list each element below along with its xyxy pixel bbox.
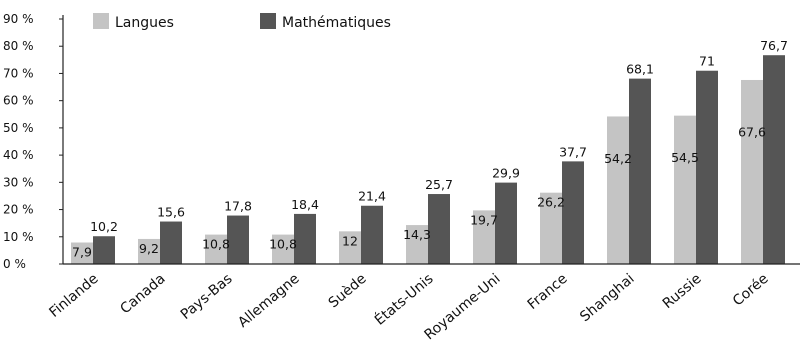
y-tick-label: 40 %: [3, 148, 34, 162]
bar-mathematiques: [562, 161, 584, 264]
value-label-langues: 12: [342, 233, 358, 248]
value-label-mathematiques: 10,2: [90, 219, 118, 234]
bar-langues: [339, 231, 361, 264]
value-label-mathematiques: 18,4: [291, 197, 319, 212]
value-label-langues: 10,8: [202, 237, 230, 252]
bar-langues: [607, 116, 629, 264]
bar-mathematiques: [227, 215, 249, 264]
y-tick-label: 10 %: [3, 230, 34, 244]
legend-swatch-mathematiques: [260, 13, 276, 29]
y-tick-label: 0 %: [3, 257, 26, 271]
legend-label-mathematiques: Mathématiques: [282, 15, 391, 31]
y-tick-label: 50 %: [3, 121, 34, 135]
legend-label-langues: Langues: [115, 15, 174, 31]
value-label-mathematiques: 17,8: [224, 199, 252, 214]
legend: Langues Mathématiques: [93, 13, 391, 31]
bar-langues: [540, 192, 562, 264]
bar-mathematiques: [763, 55, 785, 265]
bar-langues: [138, 238, 160, 264]
x-tick-label: Suède: [326, 271, 370, 311]
value-label-mathematiques: 68,1: [626, 62, 654, 77]
x-tick-label: Allemagne: [235, 271, 302, 331]
value-label-langues: 26,2: [537, 195, 565, 210]
bar-langues: [674, 115, 696, 264]
legend-swatch-langues: [93, 13, 109, 29]
x-tick-label: États-Unis: [371, 270, 436, 329]
x-tick-label: Shanghai: [577, 271, 637, 325]
bar-mathematiques: [361, 205, 383, 264]
bar-mathematiques: [160, 221, 182, 264]
value-label-langues: 7,9: [72, 244, 92, 259]
bar-langues: [205, 234, 227, 264]
y-tick-label: 80 %: [3, 39, 34, 53]
x-tick-label: France: [525, 271, 571, 313]
value-label-mathematiques: 71: [699, 54, 715, 69]
bar-mathematiques: [696, 70, 718, 264]
x-tick-label: Finlande: [46, 271, 101, 321]
bar-mathematiques: [93, 236, 115, 264]
value-label-mathematiques: 37,7: [559, 144, 587, 159]
bar-langues: [741, 79, 763, 264]
x-tick-label: Pays-Bas: [178, 271, 236, 323]
value-label-langues: 54,5: [671, 150, 699, 165]
y-tick-label: 20 %: [3, 203, 34, 217]
x-tick-label: Russie: [660, 271, 705, 312]
bar-mathematiques: [428, 194, 450, 264]
bar-langues: [406, 225, 428, 264]
bar-langues: [473, 210, 495, 264]
y-tick-label: 90 %: [3, 12, 34, 26]
value-label-langues: 67,6: [738, 125, 766, 140]
value-label-mathematiques: 76,7: [760, 38, 788, 53]
value-labels: 7,9 10,2 9,2 15,6 10,8 17,8 10,8 18,4 12 21,4 14,3…: [72, 38, 788, 259]
bar-langues: [71, 242, 93, 264]
x-axis: Finlande Canada Pays-Bas Allemagne Suède État…: [46, 263, 800, 343]
value-label-langues: 14,3: [403, 227, 431, 242]
value-label-mathematiques: 29,9: [492, 166, 520, 181]
value-label-mathematiques: 25,7: [425, 177, 453, 192]
value-label-mathematiques: 21,4: [358, 189, 386, 204]
bar-mathematiques: [495, 182, 517, 264]
value-label-langues: 10,8: [269, 237, 297, 252]
x-tick-label: Corée: [730, 271, 772, 310]
bar-mathematiques: [294, 213, 316, 264]
value-label-langues: 19,7: [470, 212, 498, 227]
bar-mathematiques: [629, 78, 651, 264]
bar-langues: [272, 234, 294, 264]
value-label-langues: 54,2: [604, 151, 632, 166]
y-tick-label: 30 %: [3, 175, 34, 189]
y-axis: 0 % 10 % 20 % 30 % 40 % 50 % 60 % 70 % 80 % 90 %: [3, 12, 64, 271]
value-label-langues: 9,2: [139, 241, 159, 256]
bars: [71, 55, 785, 265]
value-label-mathematiques: 15,6: [157, 205, 185, 220]
y-tick-label: 60 %: [3, 94, 34, 108]
y-tick-label: 70 %: [3, 66, 34, 80]
x-tick-label: Canada: [117, 271, 168, 318]
